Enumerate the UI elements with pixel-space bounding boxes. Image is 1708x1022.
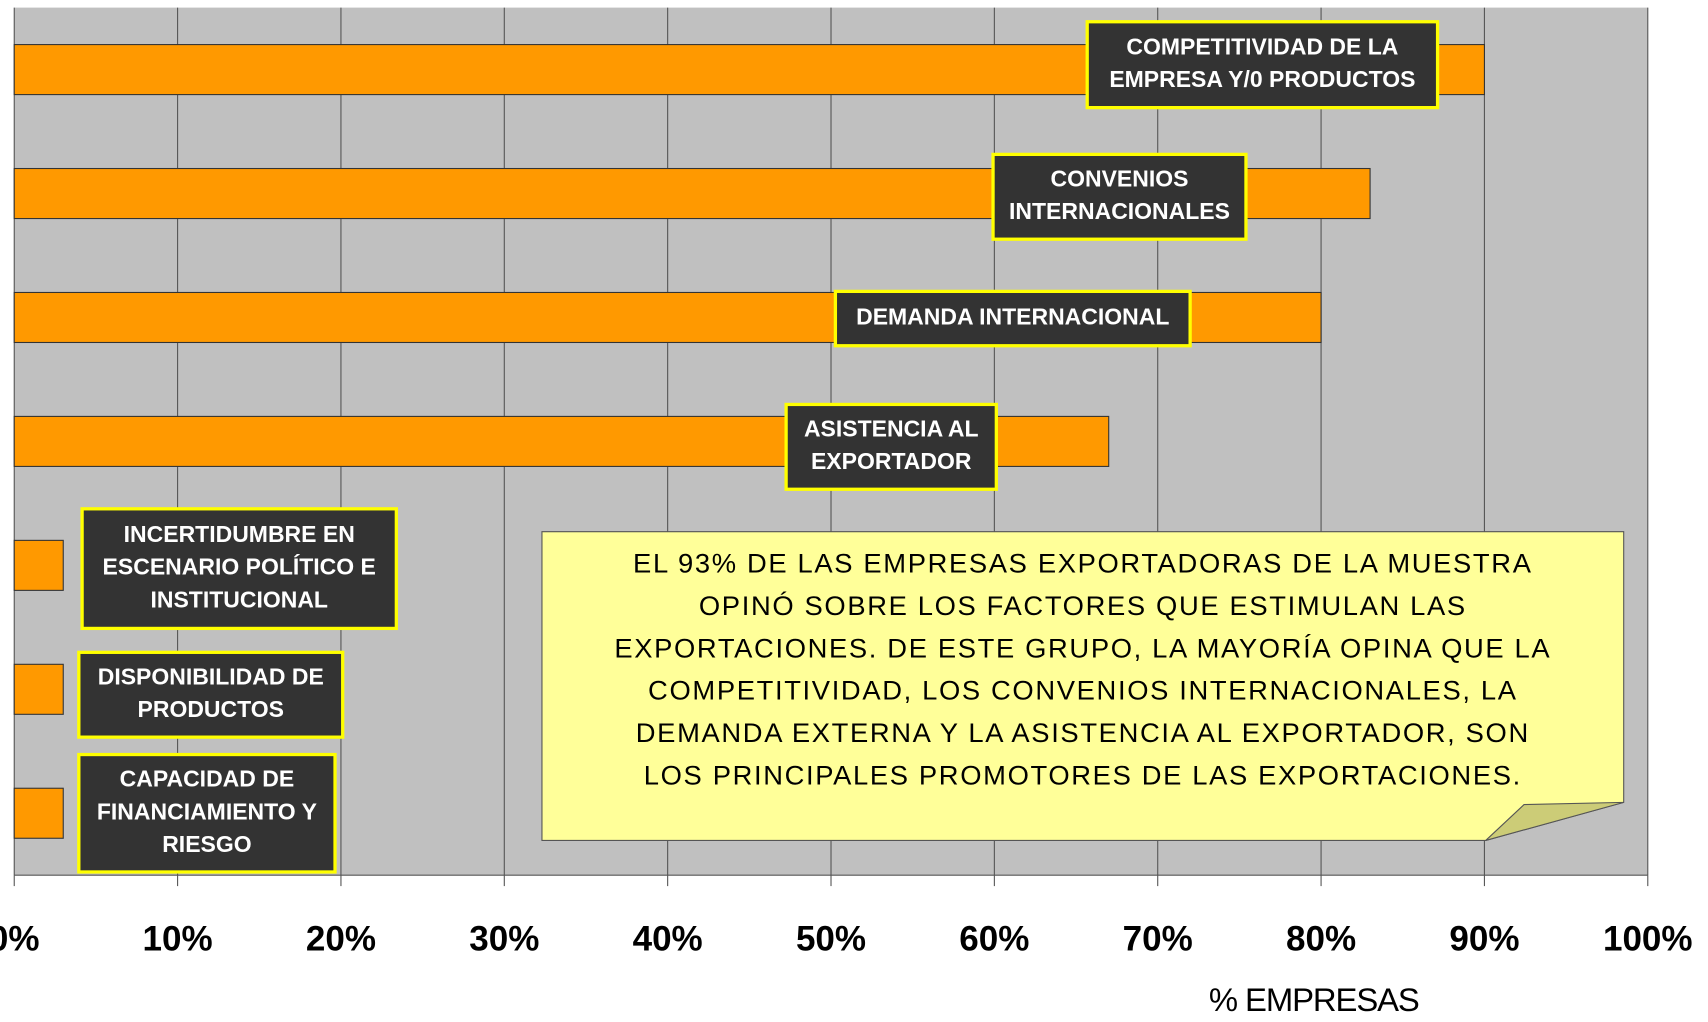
x-tick-label: 60% (959, 920, 1029, 959)
annotation-text: EXPORTACIONES. DE ESTE GRUPO, LA MAYORÍA… (614, 632, 1551, 663)
x-tick-label: 10% (143, 920, 213, 959)
x-tick-label: 90% (1449, 920, 1519, 959)
x-tick-label: 40% (633, 920, 703, 959)
category-label-box (991, 152, 1248, 241)
annotation-text: DEMANDA EXTERNA Y LA ASISTENCIA AL EXPOR… (636, 717, 1530, 748)
category-label-box (80, 507, 398, 631)
category-label: EMPRESA Y/0 PRODUCTOS (1109, 66, 1415, 92)
category-label: DEMANDA INTERNACIONAL (856, 304, 1169, 330)
x-tick-label: 0% (0, 920, 40, 959)
category-label: INSTITUCIONAL (150, 586, 328, 612)
category-label: EXPORTADOR (811, 448, 972, 474)
category-label: INCERTIDUMBRE EN (124, 521, 355, 547)
category-label: FINANCIAMIENTO Y (97, 798, 317, 824)
category-label: COMPETITIVIDAD DE LA (1126, 33, 1398, 59)
x-tick-label: 100% (1603, 920, 1693, 959)
category-label-box (833, 289, 1192, 348)
annotation-text: EL 93% DE LAS EMPRESAS EXPORTADORAS DE L… (633, 548, 1533, 579)
category-label-box (1085, 20, 1440, 110)
category-label: DISPONIBILIDAD DE (98, 664, 324, 690)
category-label: ESCENARIO POLÍTICO E (103, 554, 376, 580)
annotation-text: COMPETITIVIDAD, LOS CONVENIOS INTERNACIO… (648, 675, 1518, 706)
category-label: CAPACIDAD DE (120, 766, 295, 792)
category-label: INTERNACIONALES (1009, 198, 1230, 224)
annotation-fold (1485, 801, 1624, 841)
x-tick-label: 30% (469, 920, 539, 959)
bar (13, 787, 64, 839)
category-label: CONVENIOS (1051, 166, 1189, 192)
category-label: PRODUCTOS (138, 696, 284, 722)
category-label: RIESGO (162, 831, 251, 857)
category-label: ASISTENCIA AL (804, 416, 979, 442)
x-tick-label: 20% (306, 920, 376, 959)
category-label-box (77, 752, 337, 874)
x-axis-title: % EMPRESAS (1209, 981, 1419, 1018)
category-label-box (77, 650, 345, 739)
bar (13, 539, 64, 591)
x-tick-label: 70% (1123, 920, 1193, 959)
annotation-text: OPINÓ SOBRE LOS FACTORES QUE ESTIMULAN L… (699, 590, 1467, 621)
annotation-text: LOS PRINCIPALES PROMOTORES DE LAS EXPORT… (644, 760, 1522, 791)
x-tick-label: 80% (1286, 920, 1356, 959)
category-label-box (784, 402, 998, 491)
x-tick-label: 50% (796, 920, 866, 959)
bar (13, 663, 64, 715)
